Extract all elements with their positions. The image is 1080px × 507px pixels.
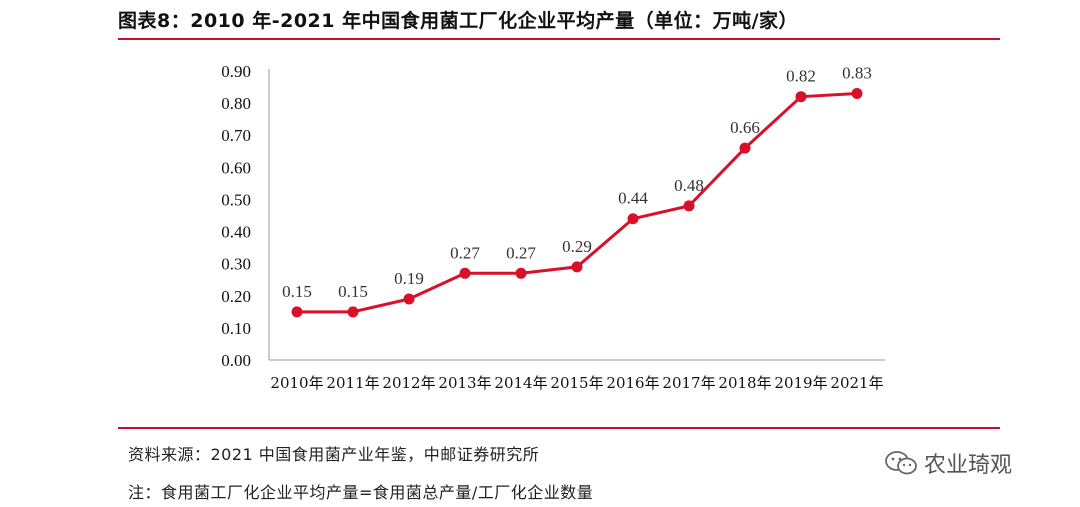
data-point (515, 267, 527, 279)
data-label: 0.27 (506, 243, 536, 262)
y-tick-label: 0.60 (221, 158, 251, 177)
x-tick-label: 2013年 (438, 374, 491, 392)
x-tick-label: 2021年 (830, 374, 883, 392)
y-tick-label: 0.90 (221, 62, 251, 81)
y-tick-label: 0.10 (221, 319, 251, 338)
y-tick-label: 0.20 (221, 287, 251, 306)
data-label: 0.82 (786, 67, 816, 86)
data-label: 0.48 (674, 176, 704, 195)
source-note: 资料来源：2021 中国食用菌产业年鉴，中邮证券研究所 (128, 445, 540, 464)
data-point (795, 91, 807, 103)
x-tick-label: 2015年 (550, 374, 603, 392)
x-tick-label: 2019年 (774, 374, 827, 392)
data-point (347, 306, 359, 318)
data-point (851, 87, 863, 99)
data-label: 0.44 (618, 189, 648, 208)
data-point (459, 267, 471, 279)
series-line (297, 91, 858, 314)
wechat-icon (884, 450, 918, 476)
x-tick-label: 2017年 (662, 374, 715, 392)
data-point (291, 306, 303, 318)
data-point (403, 293, 415, 305)
data-point (683, 200, 695, 212)
x-tick-label: 2018年 (718, 374, 771, 392)
data-label: 0.19 (394, 269, 424, 288)
y-tick-label: 0.40 (221, 223, 251, 242)
x-tick-label: 2012年 (382, 374, 435, 392)
x-tick-label: 2014年 (494, 374, 547, 392)
x-tick-label: 2016年 (606, 374, 659, 392)
data-label: 0.83 (842, 63, 872, 82)
data-label: 0.29 (562, 237, 592, 256)
x-tick-label: 2010年 (270, 374, 323, 392)
data-label: 0.66 (730, 118, 760, 137)
data-label: 0.27 (450, 243, 480, 262)
data-label: 0.15 (338, 282, 368, 301)
y-tick-label: 0.70 (221, 126, 251, 145)
data-label: 0.15 (282, 282, 312, 301)
y-tick-label: 0.50 (221, 190, 251, 209)
y-tick-label: 0.30 (221, 255, 251, 274)
y-tick-label: 0.00 (221, 351, 251, 370)
data-point (627, 213, 639, 225)
formula-note: 注：食用菌工厂化企业平均产量=食用菌总产量/工厂化企业数量 (128, 483, 594, 502)
bottom-divider (118, 427, 1000, 429)
top-divider (118, 38, 1000, 40)
brand-watermark: 农业琦观 (884, 447, 1012, 479)
chart-title: 图表8：2010 年-2021 年中国食用菌工厂化企业平均产量（单位：万吨/家） (118, 10, 799, 32)
y-tick-label: 0.80 (221, 94, 251, 113)
data-point (571, 261, 583, 273)
brand-name: 农业琦观 (924, 453, 1013, 478)
data-point (739, 142, 751, 154)
x-tick-label: 2011年 (326, 374, 379, 392)
